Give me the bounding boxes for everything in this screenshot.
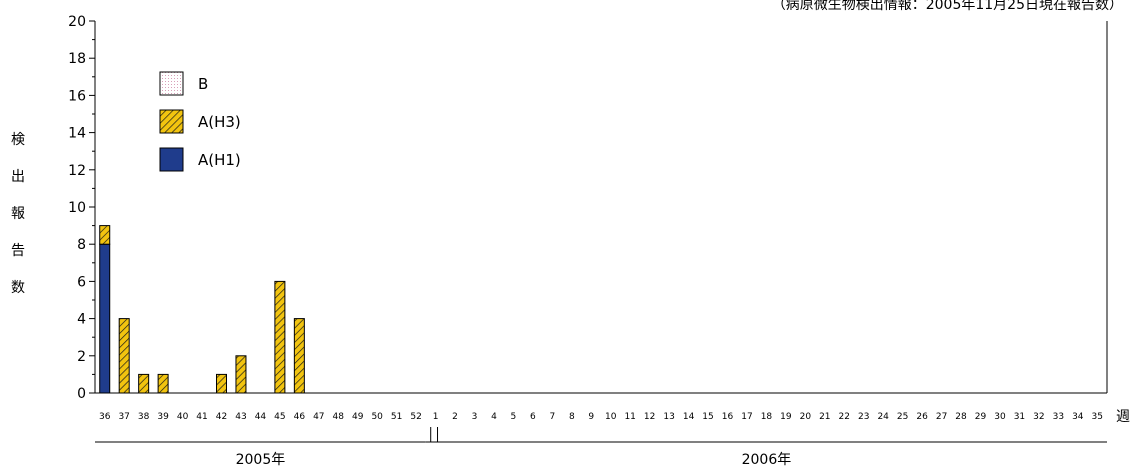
x-tick-label: 48 xyxy=(333,412,345,422)
x-tick-label: 29 xyxy=(975,412,987,422)
x-tick-label: 9 xyxy=(588,412,594,422)
bar-a-h3 xyxy=(99,225,111,245)
bar-a-h3 xyxy=(118,318,130,394)
x-tick-label: 26 xyxy=(916,412,928,422)
y-tick-label: 18 xyxy=(68,51,86,67)
legend-label-b: B xyxy=(198,75,208,93)
x-tick-label: 6 xyxy=(530,412,536,422)
bar-a-h3 xyxy=(235,355,247,394)
y-tick-label: 10 xyxy=(68,200,86,216)
x-tick-label: 31 xyxy=(1014,412,1025,422)
x-tick-label: 35 xyxy=(1092,412,1103,422)
x-tick-label: 23 xyxy=(858,412,869,422)
x-tick-label: 47 xyxy=(313,412,324,422)
x-tick-label: 10 xyxy=(605,412,617,422)
y-axis: 0 2 4 6 8 10 12 14 16 18 20 xyxy=(68,14,96,402)
x-tick-label: 44 xyxy=(255,412,267,422)
x-tick-label: 36 xyxy=(99,412,111,422)
x-tick-label: 45 xyxy=(274,412,285,422)
x-tick-label: 19 xyxy=(780,412,792,422)
x-tick-label: 25 xyxy=(897,412,908,422)
x-tick-label: 1 xyxy=(433,412,439,422)
x-tick-label: 51 xyxy=(391,412,402,422)
x-tick-label: 22 xyxy=(839,412,850,422)
legend-swatch-a-h1 xyxy=(159,147,184,172)
x-tick-label: 20 xyxy=(800,412,812,422)
x-tick-label: 49 xyxy=(352,412,364,422)
year-label: 2006年 xyxy=(742,452,792,467)
x-unit-label: 週 xyxy=(1116,409,1130,425)
x-tick-label: 40 xyxy=(177,412,189,422)
x-tick-label: 21 xyxy=(819,412,830,422)
x-tick-label: 28 xyxy=(955,412,967,422)
y-tick-label: 6 xyxy=(77,274,86,290)
x-tick-label: 30 xyxy=(994,412,1006,422)
year-groups: 2005年 2006年 xyxy=(95,427,1107,467)
y-tick-label: 20 xyxy=(68,14,86,30)
bar-a-h3 xyxy=(216,373,227,394)
x-tick-label: 33 xyxy=(1053,412,1064,422)
x-axis: 36 37 38 39 40 41 42 43 44 45 46 47 48 49 50 51 52 1 2 3 4 5 6… xyxy=(95,21,1130,425)
x-tick-label: 8 xyxy=(569,412,575,422)
y-tick-label: 0 xyxy=(77,386,86,402)
x-tick-label: 46 xyxy=(294,412,306,422)
x-tick-label: 14 xyxy=(683,412,695,422)
x-tick-label: 34 xyxy=(1072,412,1084,422)
bar-a-h3 xyxy=(138,373,150,394)
x-tick-label: 11 xyxy=(624,412,635,422)
x-tick-label: 41 xyxy=(196,412,207,422)
x-tick-label: 17 xyxy=(741,412,752,422)
bar-a-h1 xyxy=(99,243,111,394)
x-tick-label: 42 xyxy=(216,412,227,422)
x-tick-label: 12 xyxy=(644,412,655,422)
x-tick-label: 3 xyxy=(472,412,478,422)
bar-a-h3 xyxy=(274,280,286,394)
bar-a-h3 xyxy=(293,318,305,394)
x-tick-label: 52 xyxy=(410,412,421,422)
y-tick-label: 4 xyxy=(77,312,86,328)
legend-swatch-b xyxy=(159,71,184,96)
x-tick-label: 16 xyxy=(722,412,734,422)
x-tick-label: 2 xyxy=(452,412,458,422)
x-tick-label: 39 xyxy=(157,412,169,422)
year-label: 2005年 xyxy=(236,452,286,467)
x-tick-label: 5 xyxy=(511,412,517,422)
y-tick-label: 2 xyxy=(77,349,86,365)
x-tick-label: 7 xyxy=(549,412,555,422)
x-tick-label: 13 xyxy=(663,412,674,422)
bars xyxy=(99,225,305,394)
x-tick-label: 18 xyxy=(761,412,773,422)
y-tick-label: 14 xyxy=(68,126,86,142)
y-axis-label: 検出報告数 xyxy=(11,132,25,296)
y-axis-title: 検出報告数 xyxy=(11,132,25,296)
x-tick-label: 4 xyxy=(491,412,497,422)
x-tick-label: 50 xyxy=(371,412,383,422)
y-tick-label: 16 xyxy=(68,88,86,104)
x-tick-label: 15 xyxy=(702,412,713,422)
x-tick-label: 32 xyxy=(1033,412,1044,422)
x-tick-label: 27 xyxy=(936,412,947,422)
legend: B A(H3) A(H1) xyxy=(159,71,241,172)
bar-a-h3 xyxy=(157,373,169,394)
x-tick-label: 43 xyxy=(235,412,246,422)
y-tick-label: 8 xyxy=(77,237,86,253)
x-tick-label: 38 xyxy=(138,412,150,422)
legend-label-a-h1: A(H1) xyxy=(198,151,241,169)
legend-label-a-h3: A(H3) xyxy=(198,113,241,131)
x-tick-label: 37 xyxy=(118,412,129,422)
source-note: （病原微生物検出情報：2005年11月25日現在報告数） xyxy=(771,0,1123,13)
y-tick-label: 12 xyxy=(68,163,86,179)
legend-swatch-a-h3 xyxy=(159,109,184,134)
x-tick-label: 24 xyxy=(877,412,889,422)
